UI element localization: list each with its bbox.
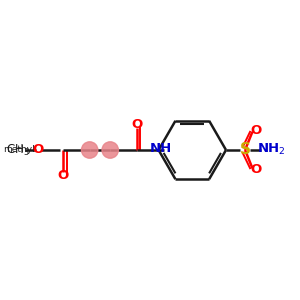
Text: S: S [240,142,250,158]
Circle shape [82,142,98,158]
Text: O: O [250,163,262,176]
Text: O: O [131,118,142,131]
Text: O: O [250,124,262,137]
Text: O: O [33,142,44,156]
Text: NH$_2$: NH$_2$ [257,142,286,157]
Text: $\mathregular{CH_3}$: $\mathregular{CH_3}$ [6,142,30,158]
Text: methyl: methyl [3,146,35,154]
Circle shape [102,142,119,158]
Text: NH: NH [150,142,172,155]
Text: O: O [58,169,69,182]
